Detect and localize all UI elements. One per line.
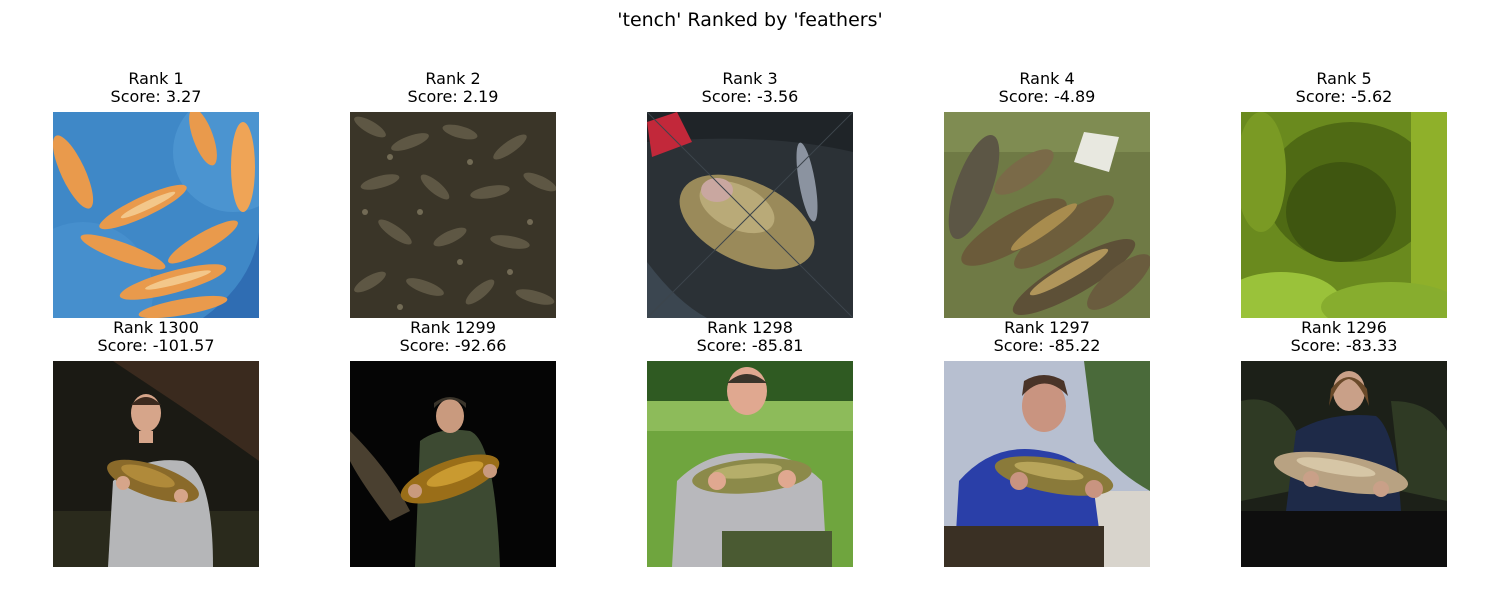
- score-label: Score: -3.56: [701, 87, 799, 106]
- panel-title: Rank 1298 Score: -85.81: [587, 319, 913, 355]
- man-holding-tench-image: [53, 361, 259, 567]
- rank-label: Rank 1296: [1301, 318, 1387, 337]
- rank-label: Rank 1297: [1004, 318, 1090, 337]
- score-label: Score: -83.33: [1290, 336, 1398, 355]
- score-label: Score: 2.19: [407, 87, 499, 106]
- tench-in-net-image: [647, 112, 853, 318]
- score-label: Score: -92.66: [399, 336, 507, 355]
- rank-label: Rank 1299: [410, 318, 496, 337]
- rank-label: Rank 1298: [707, 318, 793, 337]
- rank-label: Rank 1: [128, 69, 184, 88]
- panel-title: Rank 1299 Score: -92.66: [290, 319, 616, 355]
- orange-koi-image: [53, 112, 259, 318]
- score-label: Score: -101.57: [97, 336, 215, 355]
- panel-title: Rank 1300 Score: -101.57: [0, 319, 319, 355]
- panel-title: Rank 2 Score: 2.19: [290, 70, 616, 106]
- rank-label: Rank 4: [1019, 69, 1075, 88]
- rank-label: Rank 2: [425, 69, 481, 88]
- man-meadow-tench-image: [647, 361, 853, 567]
- crowded-fish-image: [350, 112, 556, 318]
- panel-title: Rank 1 Score: 3.27: [0, 70, 319, 106]
- figure-title: 'tench' Ranked by 'feathers': [617, 9, 883, 31]
- score-label: Score: 3.27: [110, 87, 202, 106]
- tench-on-grass-image: [944, 112, 1150, 318]
- panel-title: Rank 5 Score: -5.62: [1181, 70, 1500, 106]
- rank-label: Rank 3: [722, 69, 778, 88]
- man-blue-jacket-image: [944, 361, 1150, 567]
- rank-label: Rank 1300: [113, 318, 199, 337]
- score-label: Score: -85.22: [993, 336, 1101, 355]
- angler-holding-tench-image: [350, 361, 556, 567]
- man-holding-carp-image: [1241, 361, 1447, 567]
- panel-title: Rank 3 Score: -3.56: [587, 70, 913, 106]
- panel-title: Rank 4 Score: -4.89: [884, 70, 1210, 106]
- panel-title: Rank 1296 Score: -83.33: [1181, 319, 1500, 355]
- panel-title: Rank 1297 Score: -85.22: [884, 319, 1210, 355]
- score-label: Score: -85.81: [696, 336, 804, 355]
- rank-label: Rank 5: [1316, 69, 1372, 88]
- green-weeds-image: [1241, 112, 1447, 318]
- score-label: Score: -5.62: [1295, 87, 1393, 106]
- score-label: Score: -4.89: [998, 87, 1096, 106]
